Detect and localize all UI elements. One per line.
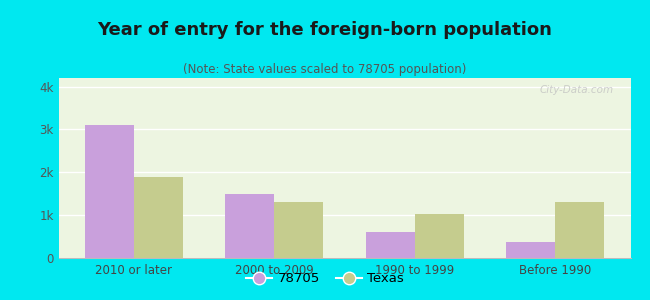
Text: (Note: State values scaled to 78705 population): (Note: State values scaled to 78705 popu… (183, 63, 467, 76)
Bar (134, 177, 183, 258)
Bar (415, 214, 464, 258)
Bar (506, 242, 555, 258)
Bar (225, 194, 274, 258)
Legend: 78705, Texas: 78705, Texas (240, 267, 410, 290)
Text: Year of entry for the foreign-born population: Year of entry for the foreign-born popul… (98, 21, 552, 39)
Text: City-Data.com: City-Data.com (540, 85, 614, 95)
Bar (555, 202, 605, 258)
Bar (365, 232, 415, 258)
Bar (84, 125, 134, 258)
Bar (274, 202, 324, 258)
